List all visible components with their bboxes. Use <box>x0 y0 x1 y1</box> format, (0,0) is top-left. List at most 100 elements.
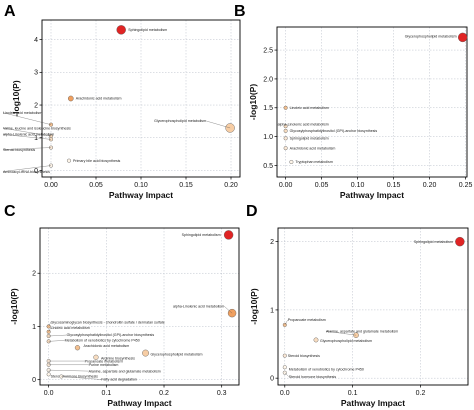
y-tick-label: 0 <box>34 168 38 175</box>
data-point <box>74 345 81 351</box>
point-label: Alanine, aspartate and glutamate metabol… <box>89 369 161 373</box>
y-tick-label: 1.0 <box>263 134 273 141</box>
y-tick-label: 3 <box>34 70 38 77</box>
label-leader <box>48 322 51 327</box>
data-point <box>313 337 319 343</box>
data-point <box>282 353 287 358</box>
point-label: Arachidonic acid metabolism <box>76 97 122 101</box>
y-tick-label: 2 <box>32 271 36 278</box>
x-tick-label: 0.2 <box>159 390 169 397</box>
point-label: Glycerophospholipid metabolism <box>151 352 203 356</box>
data-point <box>46 372 51 377</box>
point-label: Arginine biosynthesis <box>101 357 135 361</box>
point-label: Steroid hormone biosynthesis <box>51 375 99 379</box>
point-label: Glycerophospholipid metabolism <box>154 119 206 123</box>
x-tick-label: 0.20 <box>224 182 238 189</box>
label-leader <box>284 319 288 326</box>
point-label: alpha-Linolenic acid metabolism <box>3 133 54 137</box>
y-tick-label: 1 <box>34 135 38 142</box>
x-axis-title: Pathway Impact <box>340 190 404 200</box>
label-leader <box>206 120 231 129</box>
x-tick-label: 0.05 <box>315 182 329 189</box>
y-tick-label: 4 <box>34 37 38 44</box>
x-tick-label: 0.05 <box>89 182 103 189</box>
point-label: Propanoate metabolism <box>85 359 123 363</box>
y-tick-label: 0 <box>270 376 274 383</box>
point-label: Arachidonic acid metabolism <box>83 344 129 348</box>
x-tick-label: 0.3 <box>217 390 227 397</box>
data-point <box>68 95 74 102</box>
y-tick-label: 2.5 <box>263 47 273 54</box>
y-axis-title: -log10(P) <box>248 84 258 121</box>
panel-a: A 0.00 0.05 0.10 0.15 0.20 0 1 2 3 4 Pathway Impact… <box>2 3 241 200</box>
panel-c: C 0.0 0.1 0.2 0.3 0 1 2 Pathway Impact -log10(P) S… <box>4 203 240 408</box>
label-leader <box>61 376 102 380</box>
label-leader <box>48 334 67 337</box>
label-leader <box>2 112 52 125</box>
point-label: Arachidonic acid metabolism <box>290 146 336 150</box>
label-leader <box>2 127 52 137</box>
point-label: Fatty acid degradation <box>101 378 137 382</box>
panel-letter: D <box>246 203 258 220</box>
y-axis-title: -log10(P) <box>249 288 259 325</box>
point-label: Sphingolipid metabolism <box>414 240 453 244</box>
x-tick-label: 0.15 <box>387 182 401 189</box>
data-point <box>283 136 288 141</box>
label-leader <box>2 147 52 150</box>
point-label: Alanine, aspartate and glutamate metabol… <box>326 329 398 333</box>
point-label: Sphingolipid metabolism <box>182 233 221 237</box>
x-tick-label: 0.0 <box>280 390 290 397</box>
data-point <box>142 349 149 357</box>
y-tick-label: 2 <box>270 239 274 246</box>
x-tick-label: 0.1 <box>101 390 111 397</box>
data-point <box>283 105 288 110</box>
point-label: Tryptophan metabolism <box>295 160 332 164</box>
point-label: Glycerophospholipid metabolism <box>320 339 372 343</box>
label-leader <box>284 372 289 377</box>
x-tick-label: 0.0 <box>44 390 54 397</box>
point-label: Glycerophospholipid metabolism <box>405 35 457 39</box>
point-label: alpha-Linolenic acid metabolism <box>278 122 329 126</box>
y-tick-label: 1.5 <box>263 105 273 112</box>
data-point <box>457 32 468 43</box>
x-axis-title: Pathway Impact <box>109 190 173 200</box>
label-leader <box>2 134 52 140</box>
data-point <box>93 354 99 360</box>
point-label: Propanoate metabolism <box>288 318 326 322</box>
y-axis-title: -log10(P) <box>9 288 19 325</box>
data-point <box>282 365 287 370</box>
label-leader <box>48 369 89 372</box>
panel-letter: A <box>4 3 16 20</box>
point-label: Linoleic acid metabolism <box>290 106 329 110</box>
y-tick-label: 1 <box>270 307 274 314</box>
data-point <box>289 159 294 164</box>
x-tick-label: 0.1 <box>348 390 358 397</box>
x-tick-label: 0.2 <box>416 390 426 397</box>
x-tick-label: 0.00 <box>44 182 58 189</box>
data-point <box>66 158 71 163</box>
point-label: Linoleic acid metabolism <box>51 326 90 330</box>
point-label: Purine metabolism <box>89 363 119 367</box>
plot-frame <box>39 227 240 386</box>
panel-letter: B <box>234 3 246 20</box>
point-label: Metabolism of xenobiotics by cytochrome … <box>65 339 140 343</box>
data-point <box>283 128 288 133</box>
label-leader <box>326 331 357 336</box>
plot-frame <box>276 26 468 178</box>
x-axis-title: Pathway Impact <box>107 398 171 408</box>
y-tick-label: 2.0 <box>263 76 273 83</box>
point-label: Metabolism of xenobiotics by cytochrome … <box>289 367 364 371</box>
point-label: Glycosylphosphatidylinositol (GPI)-ancho… <box>290 129 378 133</box>
point-label: Sphingolipid metabolism <box>128 28 167 32</box>
x-tick-label: 0.15 <box>179 182 193 189</box>
label-leader <box>223 306 233 314</box>
point-label: Linoleic acid metabolism <box>3 111 42 115</box>
y-axis-title: -log10(P) <box>11 80 21 117</box>
label-leader <box>2 165 52 172</box>
panel-b: B 0.00 0.05 0.10 0.15 0.20 0.25 0.5 1.0 1.5 2.0 2.5… <box>234 3 472 200</box>
point-label: Glycosylphosphatidylinositol (GPI)-ancho… <box>67 333 155 337</box>
data-point <box>116 25 126 35</box>
point-label: Glycosaminoglycan biosynthesis - chondro… <box>51 321 165 325</box>
x-tick-label: 0.20 <box>423 182 437 189</box>
